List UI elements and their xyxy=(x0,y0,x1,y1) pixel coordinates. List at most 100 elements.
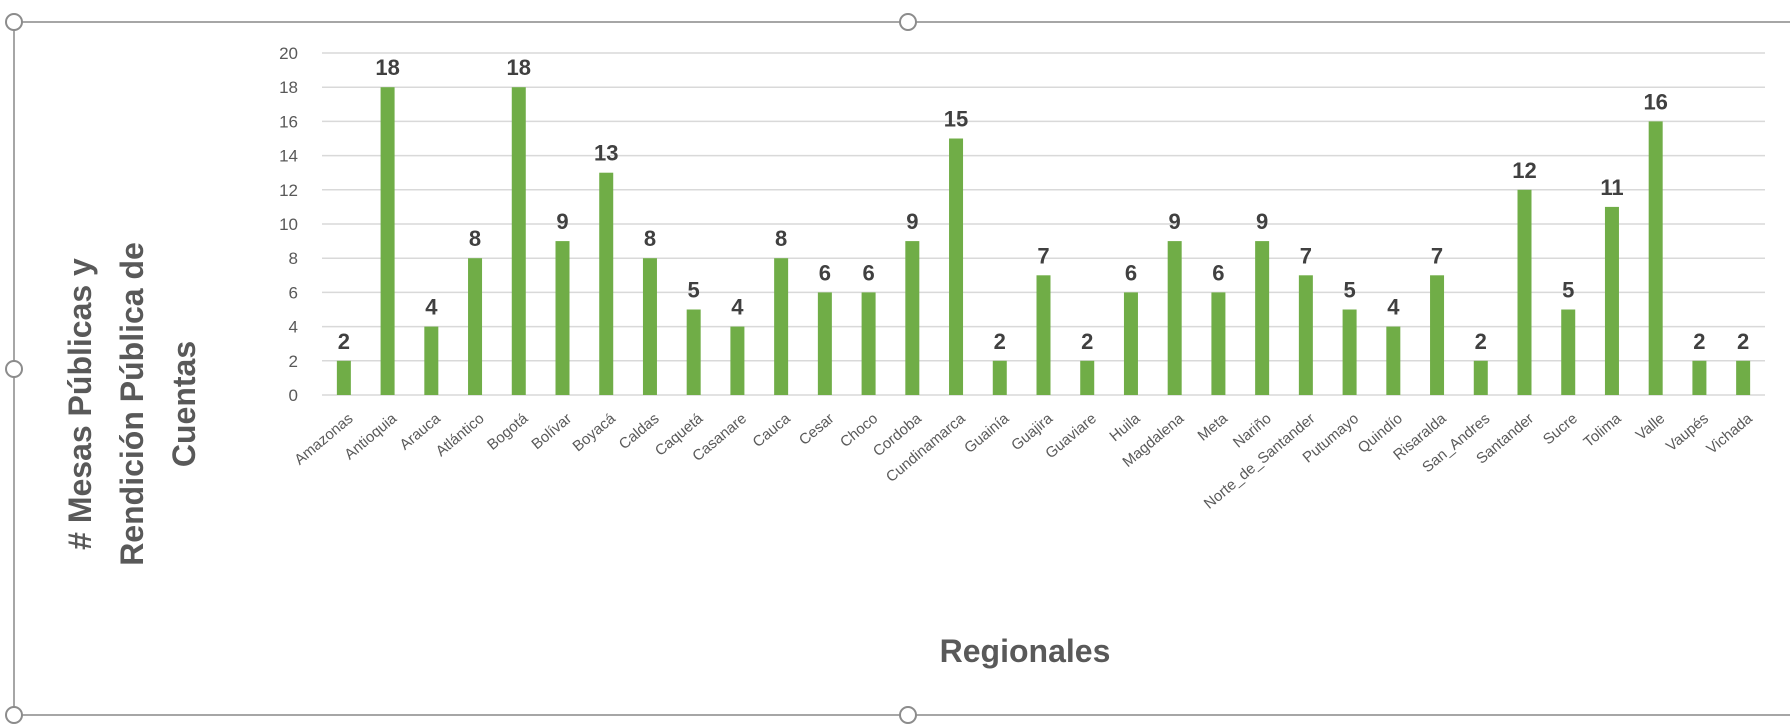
bar xyxy=(1298,275,1313,395)
y-tick-label: 14 xyxy=(279,147,298,166)
y-tick-label: 0 xyxy=(289,386,298,405)
data-label: 7 xyxy=(1037,243,1049,268)
data-label: 7 xyxy=(1431,243,1443,268)
data-label: 9 xyxy=(1169,209,1181,234)
data-label: 16 xyxy=(1643,89,1667,114)
y-tick-label: 2 xyxy=(289,352,298,371)
y-axis-title: # Mesas Públicas y Rendición Pública de … xyxy=(62,242,202,566)
data-labels: 2 18 4 8 18 9 13 8 5 4 8 6 6 9 15 2 7 2 6 9 6 9 7 5 4 7 2 12 5 11 16 2 2 xyxy=(338,55,1750,354)
x-tick-label: Atlántico xyxy=(433,410,488,460)
x-tick-label: Valle xyxy=(1633,410,1669,444)
x-tick-label: Tolima xyxy=(1580,410,1625,451)
bar xyxy=(1342,309,1357,395)
data-label: 18 xyxy=(375,55,399,80)
data-label: 9 xyxy=(906,209,918,234)
y-axis-title-line-3: Cuentas xyxy=(166,341,202,467)
y-tick-label: 20 xyxy=(279,44,298,63)
x-tick-label: Bolívar xyxy=(528,410,575,453)
x-tick-label: Boyacá xyxy=(570,410,620,456)
y-tick-label: 6 xyxy=(289,283,298,302)
y-tick-label: 8 xyxy=(289,249,298,268)
resize-handle-bottom-left[interactable] xyxy=(5,706,23,724)
bar xyxy=(1430,275,1445,395)
bar xyxy=(336,360,351,395)
bar xyxy=(905,241,920,395)
bar xyxy=(1648,121,1663,396)
data-label: 9 xyxy=(1256,209,1268,234)
x-tick-label: Vichada xyxy=(1703,410,1756,458)
bar xyxy=(1473,360,1488,395)
resize-handle-middle-left[interactable] xyxy=(5,360,23,378)
bars xyxy=(336,87,1751,396)
data-label: 2 xyxy=(1693,329,1705,354)
data-label: 12 xyxy=(1512,158,1536,183)
bar xyxy=(686,309,701,395)
bar xyxy=(949,138,964,395)
y-tick-label: 16 xyxy=(279,112,298,131)
bar xyxy=(992,360,1007,395)
resize-handle-top-center[interactable] xyxy=(899,13,917,31)
bar xyxy=(380,87,395,395)
data-label: 4 xyxy=(1387,295,1400,320)
data-label: 8 xyxy=(775,226,787,251)
bar xyxy=(1604,206,1619,395)
bar xyxy=(1123,292,1138,395)
x-axis-title: Regionales xyxy=(940,633,1111,669)
resize-handle-top-left[interactable] xyxy=(5,13,23,31)
data-label: 18 xyxy=(507,55,531,80)
data-label: 2 xyxy=(338,329,350,354)
bar xyxy=(468,258,483,395)
data-label: 5 xyxy=(1343,278,1355,303)
bar xyxy=(1517,189,1532,395)
bar xyxy=(1036,275,1051,395)
data-label: 5 xyxy=(688,278,700,303)
x-tick-label: Meta xyxy=(1194,410,1231,445)
bar xyxy=(1167,241,1182,395)
data-label: 2 xyxy=(994,329,1006,354)
bar xyxy=(1080,360,1095,395)
bar xyxy=(1561,309,1576,395)
bar xyxy=(1386,326,1401,395)
bar xyxy=(1211,292,1226,395)
bar xyxy=(424,326,439,395)
data-label: 13 xyxy=(594,141,618,166)
bar xyxy=(774,258,789,395)
resize-handle-bottom-center[interactable] xyxy=(899,706,917,724)
data-label: 7 xyxy=(1300,243,1312,268)
y-tick-label: 18 xyxy=(279,78,298,97)
data-label: 15 xyxy=(944,107,968,132)
x-tick-label: Cauca xyxy=(750,410,795,451)
bar xyxy=(511,87,526,395)
chart-selection-frame xyxy=(5,13,1790,724)
x-tick-label: Cesar xyxy=(796,410,838,449)
y-tick-label: 12 xyxy=(279,181,298,200)
bar xyxy=(861,292,876,395)
data-label: 8 xyxy=(469,226,481,251)
data-label: 8 xyxy=(644,226,656,251)
data-label: 2 xyxy=(1737,329,1749,354)
data-label: 6 xyxy=(1212,260,1224,285)
data-label: 6 xyxy=(862,260,874,285)
x-tick-label: Amazonas xyxy=(291,410,356,469)
bar xyxy=(1255,241,1270,395)
data-label: 4 xyxy=(731,295,744,320)
data-label: 4 xyxy=(425,295,438,320)
bar xyxy=(1736,360,1751,395)
bar xyxy=(555,241,570,395)
y-axis-title-line-1: # Mesas Públicas y xyxy=(62,258,98,550)
x-tick-label: Guainía xyxy=(961,410,1013,457)
data-label: 5 xyxy=(1562,278,1574,303)
bar xyxy=(599,172,614,395)
data-label: 11 xyxy=(1600,175,1623,200)
y-tick-label: 10 xyxy=(279,215,298,234)
x-tick-label: Bogotá xyxy=(484,410,532,454)
x-tick-label: Huila xyxy=(1106,410,1144,445)
data-label: 2 xyxy=(1475,329,1487,354)
x-tick-label: Cundinamarca xyxy=(883,410,969,486)
x-tick-label: Sucre xyxy=(1540,410,1581,448)
y-tick-label: 4 xyxy=(289,318,298,337)
bar xyxy=(1692,360,1707,395)
y-axis-title-line-2: Rendición Pública de xyxy=(114,242,150,566)
